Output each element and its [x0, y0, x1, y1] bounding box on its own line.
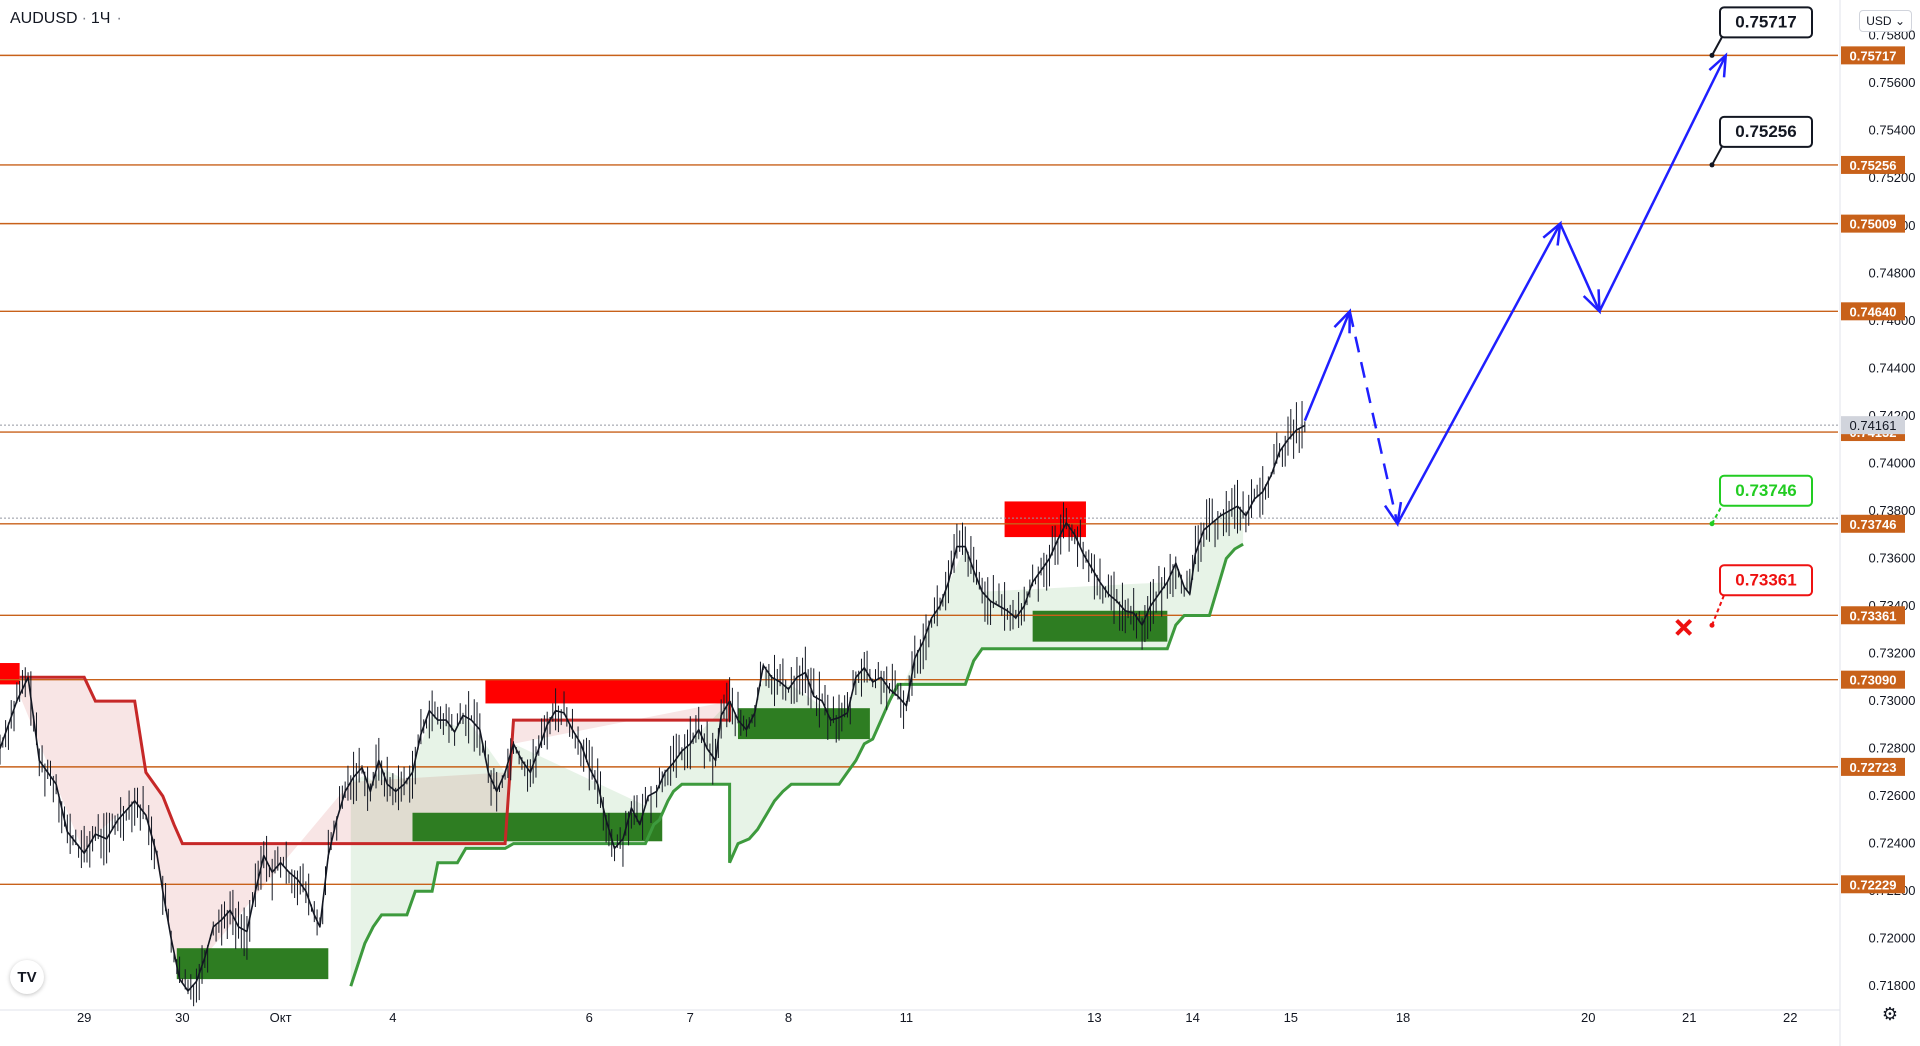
level-price-tag-text: 0.75009	[1850, 217, 1897, 232]
price-tick-label: 0.73200	[1869, 646, 1916, 661]
callout-text: 0.73746	[1735, 481, 1796, 500]
callout-text: 0.75717	[1735, 12, 1796, 31]
callout-anchor	[1709, 162, 1715, 168]
price-tick-label: 0.73600	[1869, 550, 1916, 565]
callout-box[interactable]	[1719, 6, 1813, 39]
time-tick-label: 6	[586, 1010, 593, 1025]
level-price-tag[interactable]	[1841, 757, 1905, 776]
downtrend-fill	[19, 677, 730, 984]
time-tick-label: 22	[1783, 1010, 1797, 1025]
price-tick-label: 0.72600	[1869, 788, 1916, 803]
time-tick-label: 13	[1087, 1010, 1101, 1025]
uptrend-trail-line	[349, 542, 1244, 987]
level-price-tag[interactable]	[1841, 670, 1905, 689]
time-tick-label: 15	[1284, 1010, 1298, 1025]
demand-zone	[412, 812, 663, 842]
symbol-name: AUDUSD	[10, 10, 78, 27]
time-tick-label: 7	[687, 1010, 694, 1025]
callout-box[interactable]	[1719, 564, 1813, 597]
arrowhead	[1542, 220, 1562, 246]
level-price-tag-text: 0.75256	[1850, 158, 1897, 173]
level-price-tag-text: 0.73361	[1850, 608, 1897, 623]
callout-text: 0.75256	[1735, 122, 1796, 141]
price-series	[0, 401, 1306, 1007]
trailing-stop-lines	[19, 542, 1244, 987]
callout-anchor	[1709, 52, 1715, 58]
price-tick-label: 0.72000	[1869, 931, 1916, 946]
supply-zone	[1004, 501, 1086, 538]
price-tick-label: 0.72400	[1869, 836, 1916, 851]
status-dot-icon: ·	[116, 10, 122, 27]
time-tick-label: Окт	[270, 1010, 292, 1025]
projection-segment[interactable]	[1348, 311, 1399, 525]
callout-pointer	[1711, 579, 1731, 626]
projection-segment[interactable]	[1303, 310, 1351, 422]
level-price-tag-text: 0.72723	[1850, 760, 1897, 775]
price-tick-label: 0.71800	[1869, 978, 1916, 993]
price-tick-label: 0.74000	[1869, 455, 1916, 470]
supply-zone	[485, 679, 730, 704]
price-tick-label: 0.74400	[1869, 360, 1916, 375]
price-tick-label: 0.75600	[1869, 75, 1916, 90]
callout-box[interactable]	[1719, 115, 1813, 148]
projection-segment[interactable]	[1598, 54, 1727, 312]
projection-segment[interactable]	[1396, 223, 1562, 525]
level-price-tag-text: 0.74640	[1850, 304, 1897, 319]
time-axis[interactable]: 29 30 Окт 4 6 7 8 11 13 14 15 18 20 21 22	[0, 1009, 1840, 1025]
level-price-tag[interactable]	[1841, 155, 1905, 174]
downtrend-trail-line	[19, 675, 732, 846]
time-tick-label: 8	[785, 1010, 792, 1025]
level-price-tag[interactable]	[1841, 875, 1905, 894]
price-tick-label: 0.72800	[1869, 741, 1916, 756]
tradingview-logo-icon[interactable]: TV	[10, 960, 44, 994]
projection-segment[interactable]	[1559, 223, 1601, 312]
price-tick-label: 0.75200	[1869, 170, 1916, 185]
trail-fills	[19, 507, 1244, 987]
callout-anchor	[1709, 622, 1715, 628]
level-callouts[interactable]: 0.75717 0.75256 0.73746 0.73361	[1709, 6, 1813, 628]
level-price-tag[interactable]	[1841, 302, 1905, 321]
level-price-tag[interactable]	[1841, 214, 1905, 233]
gear-icon[interactable]: ⚙	[1881, 1004, 1898, 1025]
time-tick-label: 30	[175, 1010, 189, 1025]
price-tick-label: 0.73800	[1869, 503, 1916, 518]
stop-cross-icon	[1675, 618, 1693, 636]
title-separator: ·	[81, 10, 87, 27]
current-price-tag[interactable]	[1841, 416, 1905, 435]
currency-label: USD	[1866, 14, 1892, 28]
price-tick-label: 0.75400	[1869, 123, 1916, 138]
callout-box[interactable]	[1719, 474, 1813, 507]
level-price-tag-text: 0.75717	[1850, 48, 1897, 63]
chevron-down-icon: ⌄	[1894, 14, 1905, 28]
supply-zone	[0, 663, 20, 685]
price-tick-label: 0.73000	[1869, 693, 1916, 708]
uptrend-fill	[350, 507, 1244, 987]
level-price-tag[interactable]	[1841, 46, 1905, 65]
current-price-tag-text: 0.74161	[1850, 418, 1897, 433]
time-tick-label: 18	[1396, 1010, 1410, 1025]
level-price-tag-text: 0.73746	[1850, 517, 1897, 532]
level-price-tag[interactable]	[1841, 606, 1905, 625]
time-tick-label: 21	[1682, 1010, 1696, 1025]
callout-text: 0.73361	[1735, 570, 1796, 589]
time-tick-label: 11	[900, 1010, 914, 1025]
time-tick-label: 14	[1185, 1010, 1199, 1025]
price-tick-label: 0.74800	[1869, 265, 1916, 280]
projection-arrows[interactable]	[1303, 52, 1728, 636]
time-tick-label: 29	[77, 1010, 91, 1025]
price-axis[interactable]: 0.758000.756000.754000.752000.750000.748…	[1839, 0, 1920, 1046]
time-tick-label: 20	[1581, 1010, 1595, 1025]
arrowhead	[1708, 52, 1728, 78]
level-price-tag-text: 0.73090	[1850, 673, 1897, 688]
callout-anchor	[1709, 521, 1715, 527]
level-price-tag-text: 0.72229	[1850, 877, 1897, 892]
currency-selector[interactable]: USD ⌄	[1859, 10, 1912, 32]
symbol-title[interactable]: AUDUSD · 1Ч ·	[10, 10, 122, 28]
level-price-tag[interactable]	[1841, 514, 1905, 533]
interval-label: 1Ч	[90, 10, 111, 27]
logo-text: TV	[17, 968, 37, 986]
horizontal-levels[interactable]	[0, 54, 1838, 885]
time-tick-label: 4	[389, 1010, 396, 1025]
